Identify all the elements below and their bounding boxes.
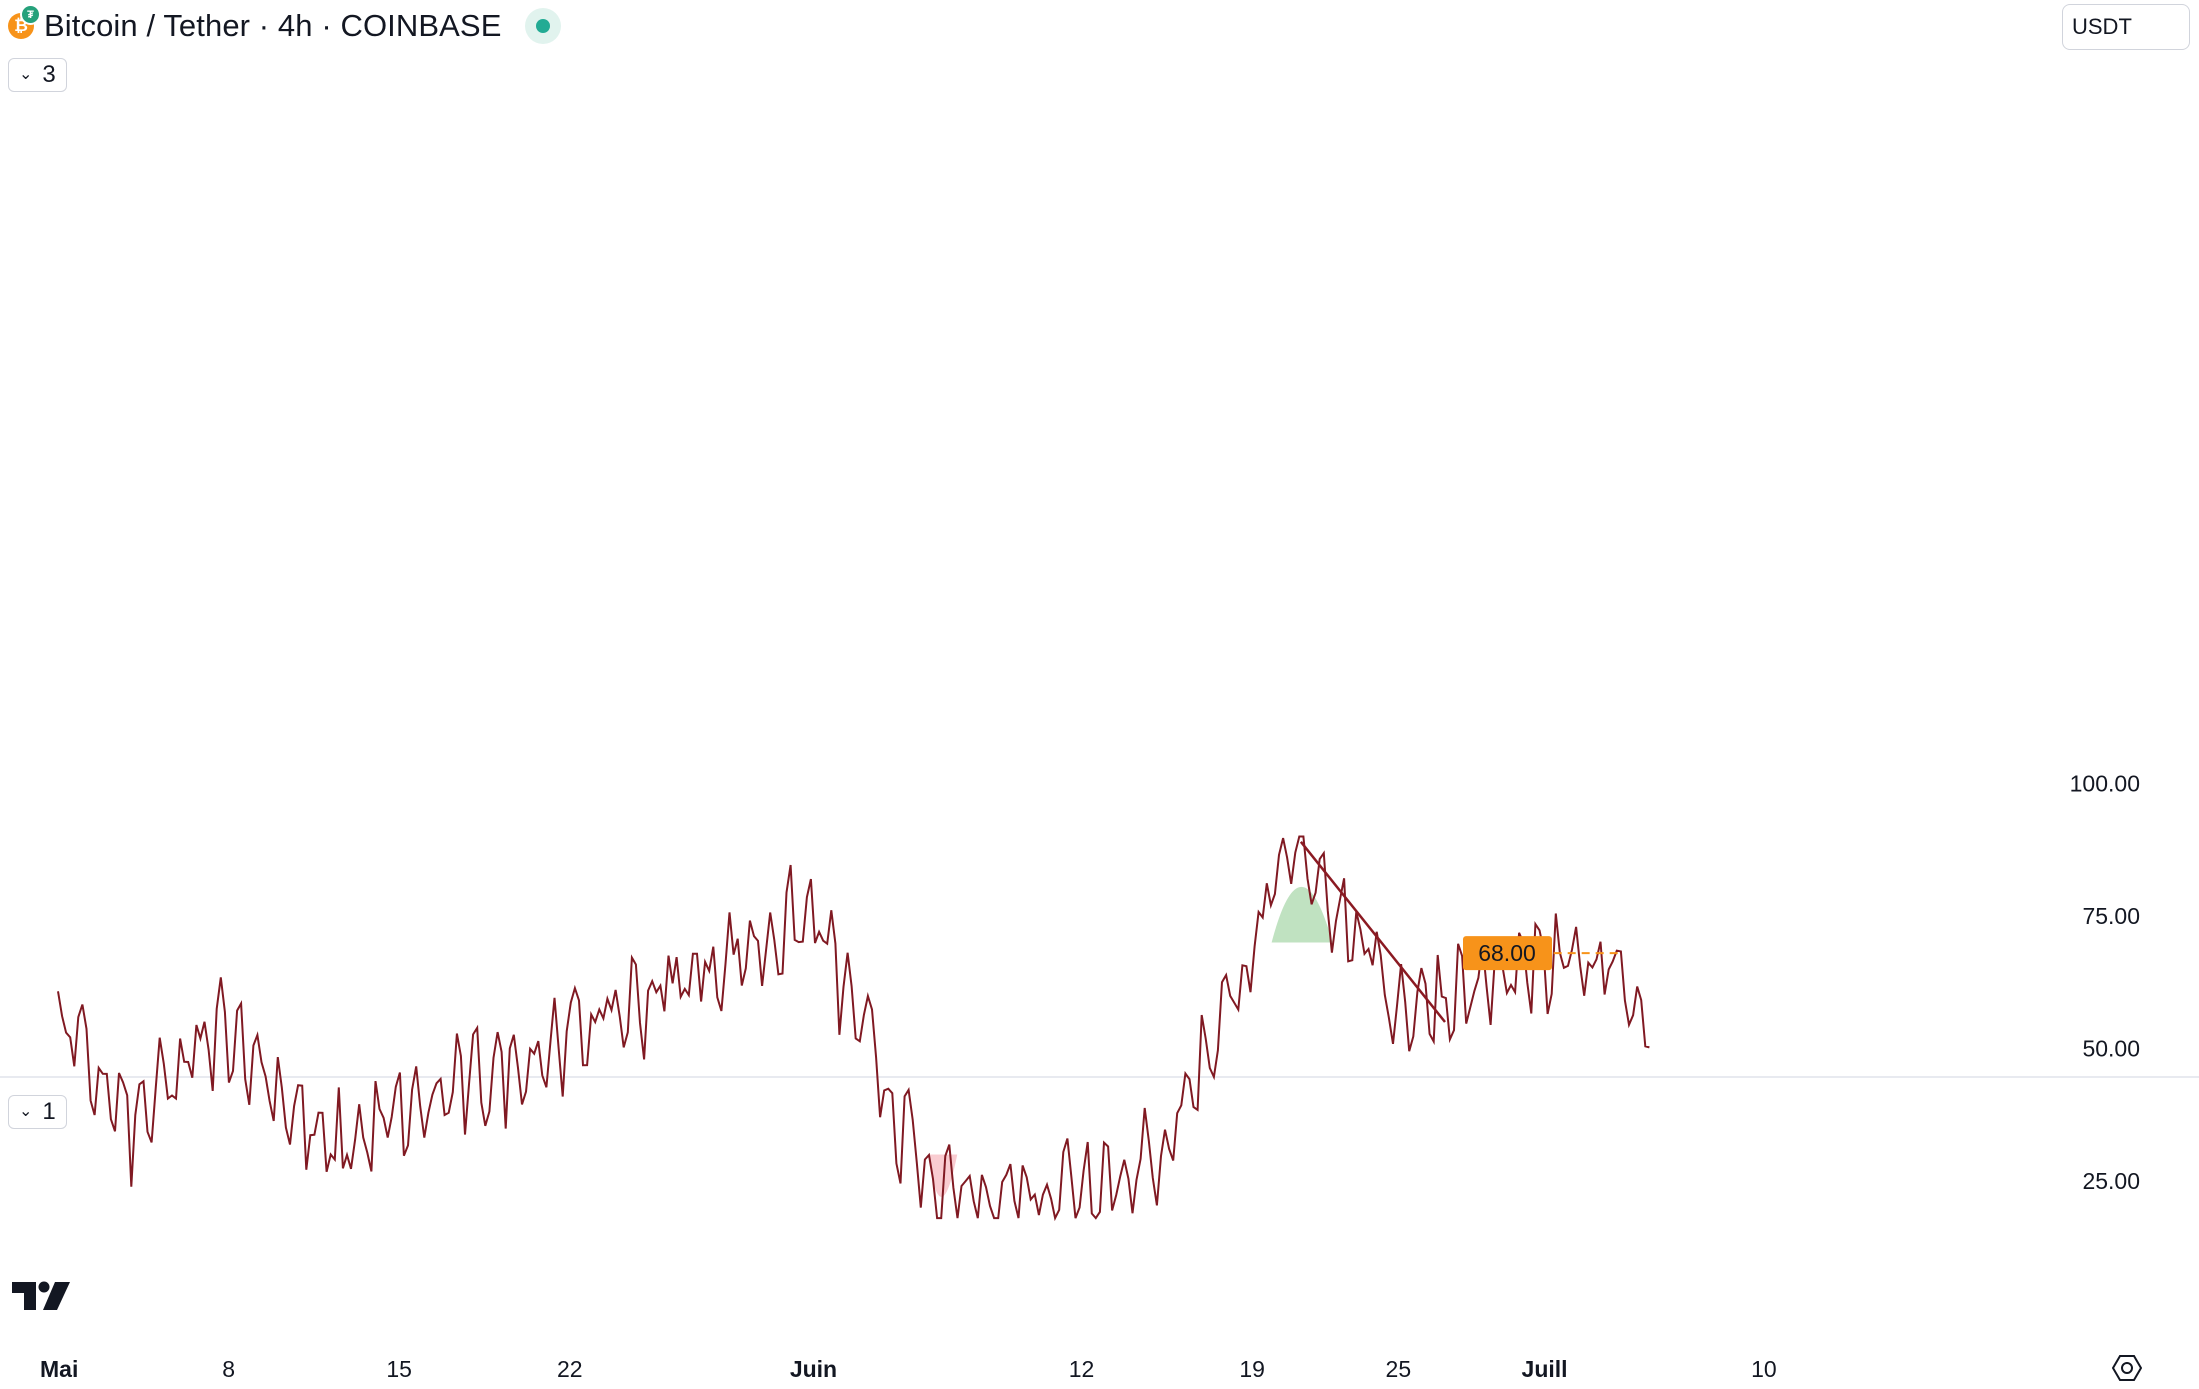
time-axis-label: Juill <box>1522 1356 1568 1382</box>
currency-selector[interactable]: USDT <box>2062 4 2190 50</box>
time-axis-label: 25 <box>1386 1356 1412 1382</box>
time-axis-label: 8 <box>222 1356 235 1382</box>
time-axis-label: 12 <box>1069 1356 1095 1382</box>
rsi-axis-tick: 75.00 <box>2082 903 2140 929</box>
rsi-line <box>57 835 1650 1222</box>
bitcoin-icon: ₿ ₮ <box>8 4 41 39</box>
rsi-axis-tick: 50.00 <box>2082 1036 2140 1062</box>
symbol-header: ₿ ₮ Bitcoin / Tether · 4h · COINBASE <box>8 4 562 48</box>
main-indicators-count: 3 <box>42 61 56 88</box>
time-axis-label: 10 <box>1751 1356 1777 1382</box>
rsi-level-label-bg <box>1463 936 1552 971</box>
rsi-axis-tick: 25.00 <box>2082 1168 2140 1194</box>
tether-icon: ₮ <box>20 4 41 25</box>
rsi-axis-tick: 100.00 <box>2070 771 2140 797</box>
time-axis-label: 19 <box>1239 1356 1265 1382</box>
market-open-indicator[interactable] <box>525 8 562 44</box>
time-axis-label: 15 <box>386 1356 412 1382</box>
rsi-pane-count: 1 <box>42 1098 56 1125</box>
rsi-pane-toggle[interactable]: ⌄ 1 <box>8 1095 67 1129</box>
tradingview-logo[interactable] <box>10 1278 76 1314</box>
rsi-overbought-fill <box>1271 886 1333 943</box>
symbol-title[interactable]: Bitcoin / Tether · 4h · COINBASE <box>44 8 502 43</box>
currency-label: USDT <box>2072 14 2132 39</box>
main-indicators-toggle[interactable]: ⌄ 3 <box>8 58 67 92</box>
rsi-level-label: 68.00 <box>1478 940 1536 966</box>
rsi-oversold-fill <box>928 1154 958 1197</box>
chevron-down-icon: ⌄ <box>19 1103 33 1120</box>
settings-icon[interactable] <box>2112 1353 2142 1383</box>
time-axis-label: Mai <box>40 1356 78 1382</box>
chevron-down-icon: ⌄ <box>19 66 33 83</box>
time-axis-label: 22 <box>557 1356 583 1382</box>
time-axis-label: Juin <box>790 1356 837 1382</box>
rsi-divergence-trendline <box>1299 841 1446 1023</box>
